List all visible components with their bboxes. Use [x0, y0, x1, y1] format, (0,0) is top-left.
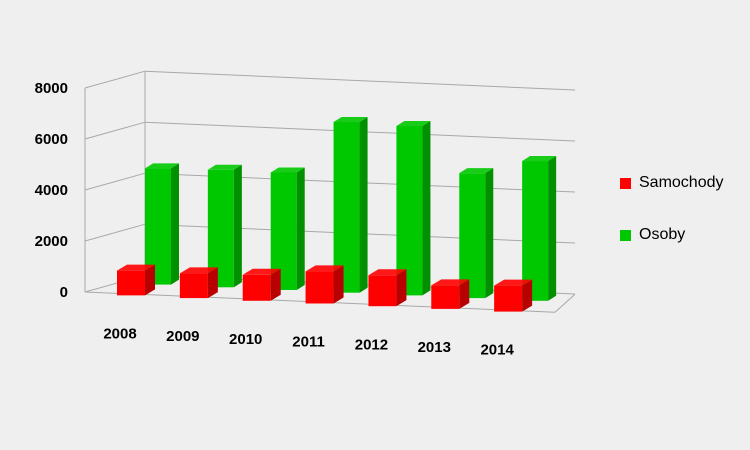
- bar-osoby-2013-front: [459, 173, 486, 299]
- bar-samochody-2008-side: [145, 264, 155, 296]
- bar-samochody-2011-side: [333, 265, 344, 304]
- x-tick-label: 2010: [229, 331, 262, 348]
- x-tick-label: 2013: [418, 339, 451, 356]
- bar-samochody-2013-front: [431, 285, 460, 309]
- bar-samochody-2014-front: [494, 285, 523, 312]
- bar-osoby-2013-side: [485, 168, 494, 299]
- x-tick-label: 2008: [103, 326, 136, 343]
- bar-samochody-2013: [431, 279, 470, 309]
- bar-samochody-2010-front: [242, 274, 271, 301]
- gridline: [84, 121, 576, 142]
- bar-samochody-2012-side: [396, 269, 407, 307]
- bar-samochody-2011-top: [305, 265, 344, 272]
- x-tick-label: 2012: [355, 336, 388, 353]
- bar-samochody-2009: [179, 267, 218, 299]
- legend-item-samochody: Samochody: [620, 170, 724, 196]
- bar-osoby-2014-front: [522, 161, 549, 301]
- bar-osoby-2011-top: [333, 117, 368, 123]
- bar-osoby-2009-top: [207, 164, 242, 170]
- bar-osoby-2012-front: [396, 125, 423, 296]
- bar-samochody-2010-side: [270, 268, 281, 301]
- bar-samochody-2011: [305, 265, 344, 304]
- x-tick-label: 2011: [292, 334, 325, 351]
- bar-samochody-2014-side: [522, 279, 533, 312]
- gridline: [84, 70, 576, 91]
- bar-osoby-2009-side: [233, 164, 242, 288]
- legend-swatch-samochody: [620, 177, 631, 189]
- bar-osoby-2011: [333, 117, 368, 293]
- y-tick-label: 4000: [35, 182, 68, 199]
- bars: [117, 117, 557, 312]
- bar-samochody-2010: [242, 268, 281, 301]
- x-tick-label: 2009: [166, 328, 199, 345]
- bar-samochody-2013-side: [459, 279, 470, 309]
- bar-samochody-2008: [117, 264, 155, 296]
- legend: Samochody Osoby: [620, 170, 724, 274]
- bar-osoby-2012-top: [396, 120, 431, 126]
- legend-label-osoby: Osoby: [639, 226, 686, 243]
- bar-samochody-2009-side: [207, 267, 218, 299]
- bar-samochody-2012-top: [368, 269, 407, 276]
- bar-osoby-2011-side: [359, 117, 368, 293]
- bar-samochody-2009-front: [179, 273, 208, 299]
- bar-samochody-2014-top: [494, 279, 533, 286]
- bar-osoby-2011-front: [333, 122, 360, 293]
- bar-samochody-2009-top: [179, 267, 218, 274]
- y-tick-label: 2000: [35, 233, 68, 250]
- bar-samochody-2010-top: [242, 268, 281, 275]
- bar-samochody-2011-front: [305, 271, 334, 304]
- y-tick-label: 0: [60, 284, 68, 301]
- bar-samochody-2008-front: [117, 270, 145, 296]
- y-tick-label: 6000: [35, 131, 68, 148]
- bar-samochody-2014: [494, 279, 533, 312]
- bar-osoby-2010-top: [270, 167, 305, 173]
- bar-osoby-2012-side: [422, 120, 431, 296]
- bar-samochody-2013-top: [431, 279, 470, 286]
- bar-osoby-2010-side: [296, 167, 305, 290]
- bar-samochody-2012: [368, 269, 407, 307]
- bar-osoby-2014-side: [548, 156, 557, 301]
- bar-osoby-2014-top: [522, 156, 557, 162]
- bar-osoby-2014: [522, 156, 557, 301]
- legend-swatch-osoby: [620, 229, 631, 241]
- x-tick-label: 2014: [480, 342, 514, 359]
- bar-osoby-2013-top: [459, 168, 494, 174]
- bar-samochody-2012-front: [368, 275, 397, 307]
- bar-osoby-2008-side: [171, 163, 179, 285]
- y-tick-label: 8000: [35, 80, 68, 97]
- bar-osoby-2013: [459, 168, 494, 299]
- bar-samochody-2008-top: [117, 264, 155, 271]
- bar-osoby-2008-top: [145, 163, 179, 169]
- legend-item-osoby: Osoby: [620, 222, 724, 248]
- floor-right-edge: [554, 293, 576, 313]
- legend-label-samochody: Samochody: [639, 174, 724, 191]
- bar-osoby-2012: [396, 120, 431, 296]
